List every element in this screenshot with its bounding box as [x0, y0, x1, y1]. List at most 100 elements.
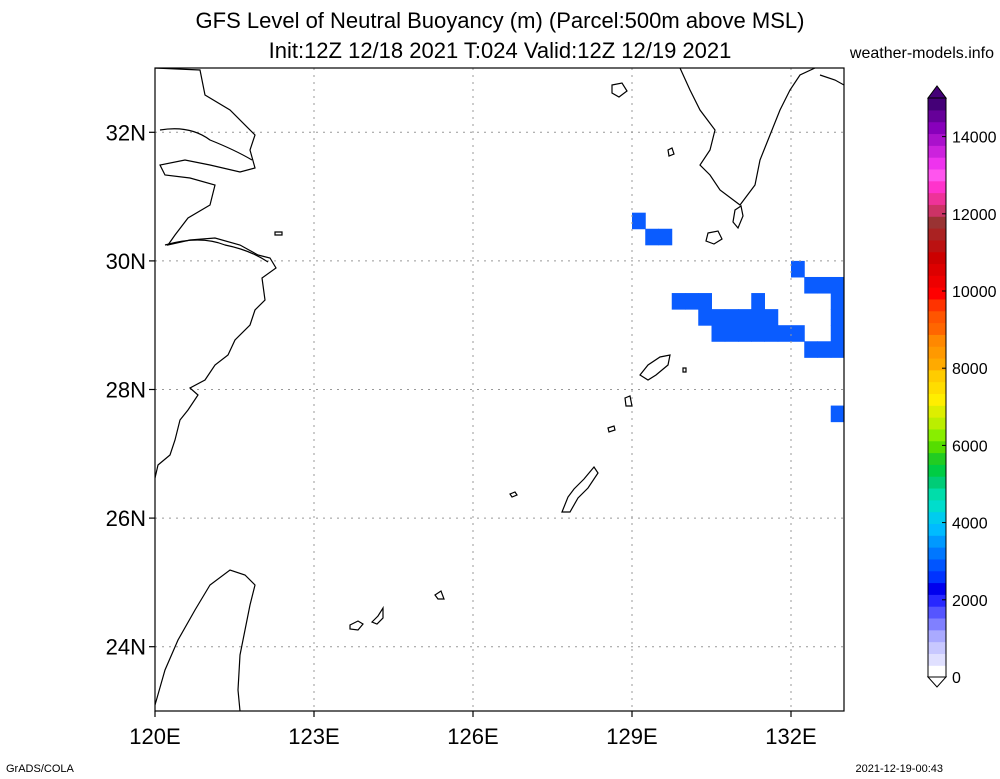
lon-tick-label: 129E	[606, 724, 657, 749]
colorbar-swatch	[928, 523, 946, 536]
island-1	[611, 82, 628, 98]
colorbar-swatch	[928, 547, 946, 560]
coast-honshu	[819, 74, 844, 86]
colorbar-label: 14000	[952, 130, 997, 147]
island-5	[682, 367, 687, 373]
colorbar-swatch	[928, 145, 946, 158]
buoyancy-cell	[671, 293, 686, 310]
island-12	[274, 231, 283, 236]
colorbar: 0 2000 4000 6000 8000 10000 12000 14000	[926, 85, 997, 688]
buoyancy-cell	[632, 212, 646, 230]
island-10	[370, 605, 384, 625]
lon-tick-label: 126E	[447, 724, 498, 749]
island-2	[667, 147, 675, 157]
colorbar-swatch	[928, 606, 946, 619]
buoyancy-cell	[830, 293, 844, 310]
lon-tick-label: 132E	[765, 724, 816, 749]
colorbar-swatch	[928, 665, 946, 678]
buoyancy-cell	[751, 325, 765, 342]
lon-tick-label: 120E	[129, 724, 180, 749]
buoyancy-cell	[711, 309, 726, 326]
lat-tick-label: 28N	[106, 378, 146, 403]
buoyancy-cell	[830, 309, 844, 326]
colorbar-swatch	[928, 511, 946, 524]
colorbar-swatch	[928, 369, 946, 383]
colorbar-swatch	[928, 617, 946, 631]
buoyancy-cells	[632, 212, 844, 423]
axis-ticks: 120E 123E 126E 129E 132E 32N 30N 28N 26N 24N	[106, 120, 817, 749]
coast-kyushu	[679, 68, 816, 206]
buoyancy-cell	[738, 309, 752, 326]
colorbar-label: 0	[952, 670, 961, 687]
buoyancy-cell	[791, 325, 805, 342]
colorbar-swatch	[928, 334, 946, 347]
buoyancy-cell	[751, 309, 765, 326]
colorbar-swatch	[928, 227, 946, 241]
island-11	[349, 620, 364, 631]
colorbar-swatch	[928, 157, 946, 170]
colorbar-swatch	[928, 322, 946, 335]
buoyancy-cell	[830, 325, 844, 342]
colorbar-swatch	[928, 239, 946, 253]
buoyancy-cell	[698, 293, 712, 310]
lon-tick-label: 123E	[288, 724, 339, 749]
buoyancy-cell	[724, 325, 739, 342]
colorbar-swatch	[928, 133, 946, 146]
buoyancy-cell	[698, 309, 712, 326]
buoyancy-cell	[817, 276, 832, 294]
buoyancy-cell	[817, 341, 832, 358]
buoyancy-cell	[645, 228, 659, 246]
map-title: GFS Level of Neutral Buoyancy (m) (Parce…	[195, 8, 805, 33]
colorbar-swatch	[928, 417, 946, 430]
colorbar-swatch	[928, 121, 946, 135]
colorbar-swatch	[928, 109, 946, 123]
colorbar-swatch	[928, 310, 946, 324]
map-subtitle: Init:12Z 12/18 2021 T:024 Valid:12Z 12/1…	[268, 38, 732, 63]
colorbar-label: 12000	[952, 207, 997, 224]
colorbar-swatch	[928, 405, 946, 418]
buoyancy-cell	[830, 341, 844, 358]
coast-hangzhou	[164, 239, 269, 263]
colorbar-swatch	[928, 653, 946, 666]
coastlines	[155, 68, 844, 711]
grid-lines	[155, 68, 844, 711]
colorbar-swatch	[928, 168, 946, 182]
lat-tick-label: 30N	[106, 249, 146, 274]
colorbar-top-arrow	[927, 85, 947, 99]
coast-yangtze	[159, 128, 253, 161]
buoyancy-cell	[685, 293, 699, 310]
buoyancy-cell	[777, 325, 792, 342]
buoyancy-cell	[738, 325, 752, 342]
colorbar-label: 6000	[952, 438, 988, 455]
colorbar-swatch	[928, 499, 946, 513]
buoyancy-cell	[830, 405, 844, 423]
colorbar-swatch	[928, 298, 946, 312]
colorbar-swatch	[928, 476, 946, 489]
buoyancy-cell	[804, 341, 818, 358]
colorbar-swatch	[928, 464, 946, 477]
lat-tick-label: 26N	[106, 506, 146, 531]
colorbar-label: 4000	[952, 516, 988, 533]
colorbar-swatch	[928, 381, 946, 395]
buoyancy-cell	[724, 309, 739, 326]
colorbar-swatch	[928, 582, 946, 595]
colorbar-swatch	[928, 204, 946, 217]
colorbar-swatch	[928, 263, 946, 276]
buoyancy-cell	[751, 293, 765, 310]
colorbar-swatch	[928, 487, 946, 501]
colorbar-swatch	[928, 251, 946, 265]
colorbar-label: 2000	[952, 593, 988, 610]
site-credit: weather-models.info	[849, 45, 994, 62]
island-9	[434, 590, 445, 600]
colorbar-swatch	[928, 558, 946, 572]
buoyancy-cell	[830, 276, 844, 294]
island-7	[607, 425, 616, 433]
colorbar-swatch	[928, 287, 946, 300]
colorbar-swatch	[928, 629, 946, 643]
buoyancy-cell	[791, 260, 805, 278]
buoyancy-cell	[764, 325, 779, 342]
colorbar-swatch	[928, 594, 946, 607]
colorbar-swatch	[928, 192, 946, 205]
colorbar-swatch	[928, 216, 946, 229]
